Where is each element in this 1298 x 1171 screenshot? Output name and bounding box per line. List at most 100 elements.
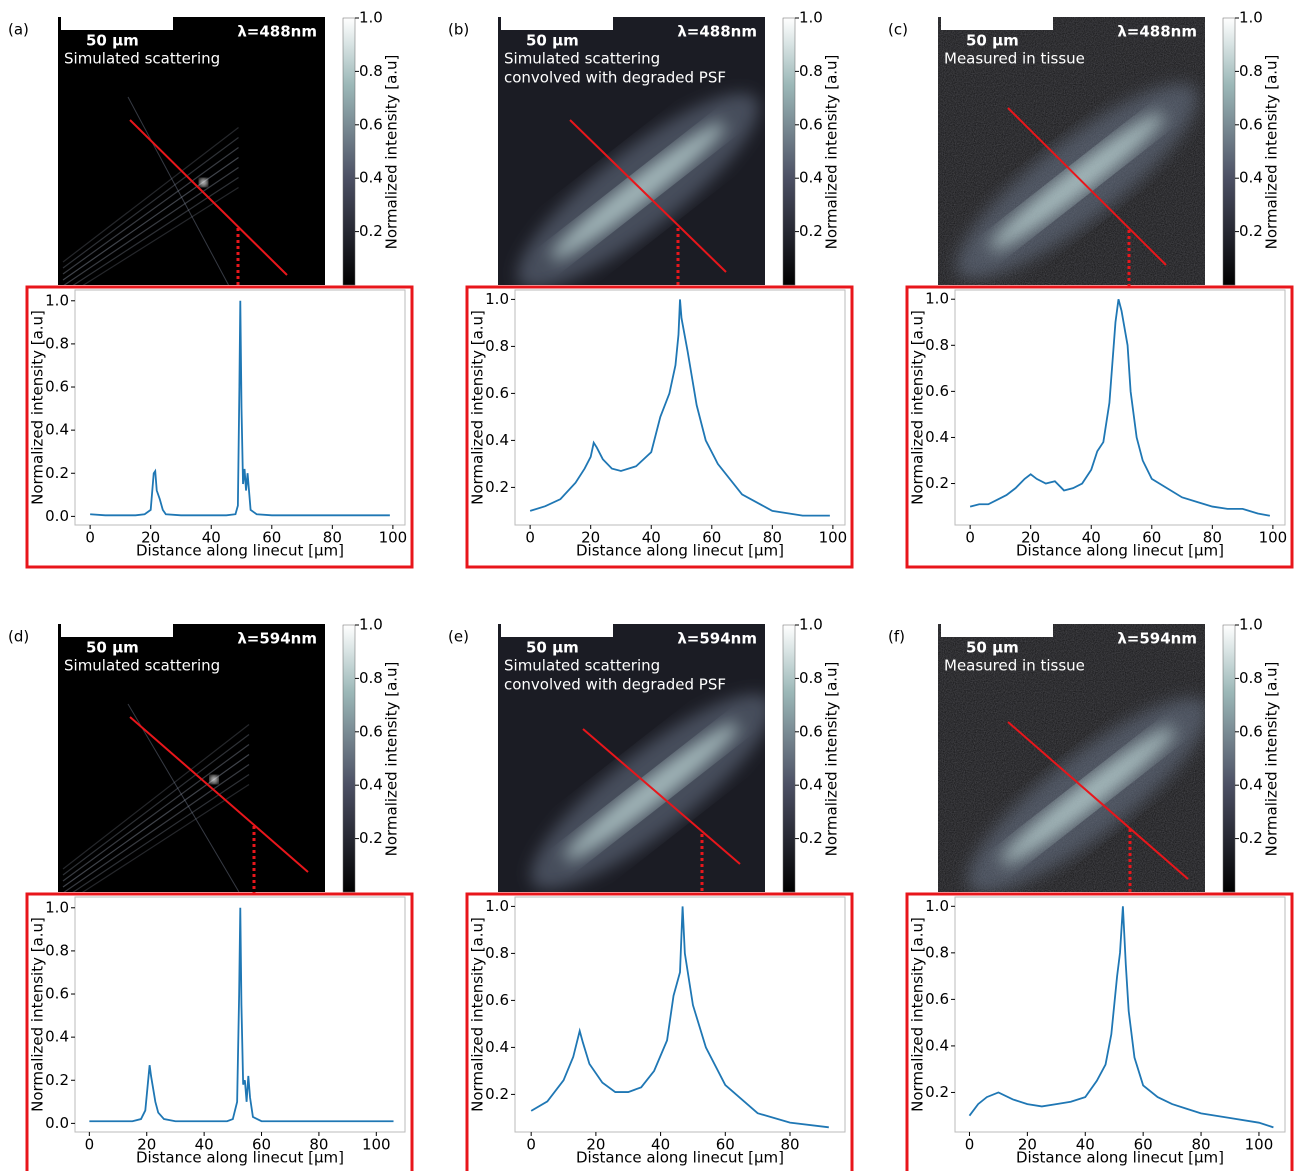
- y-axis-label: Normalized intensity [a.u]: [469, 917, 487, 1112]
- image: [498, 624, 765, 892]
- scale-bar-label: 50 µm: [526, 639, 579, 657]
- x-tick-label: 40: [1076, 1136, 1095, 1154]
- y-tick-label: 0.8: [45, 941, 69, 959]
- x-tick-label: 60: [716, 1136, 735, 1154]
- scale-bar-label: 50 µm: [966, 639, 1019, 657]
- scatter-glow: [989, 112, 1165, 251]
- colorbar-tick-label: 0.2: [799, 829, 823, 847]
- y-tick-label: 0.6: [45, 378, 69, 396]
- y-tick-label: 0.8: [485, 944, 509, 962]
- linecut: [582, 728, 741, 865]
- colorbar-tick-label: 0.4: [359, 776, 383, 794]
- y-tick-label: 0.8: [925, 336, 949, 354]
- annotation: convolved with degraded PSF: [504, 69, 726, 87]
- colorbar-tick-label: 0.2: [359, 829, 383, 847]
- x-tick-label: 40: [202, 529, 221, 547]
- scatter-streak: [127, 96, 229, 285]
- scatter-glow: [1000, 726, 1176, 865]
- linecut: [569, 119, 727, 273]
- wavelength: λ=594nm: [237, 630, 317, 648]
- image: [58, 17, 325, 285]
- scatter-streak: [62, 137, 239, 269]
- x-tick-label: 20: [1021, 529, 1040, 547]
- plot-frame: [74, 896, 406, 1133]
- x-tick-label: 60: [702, 529, 721, 547]
- x-tick-label: 20: [141, 529, 160, 547]
- colorbar-tick-label: 0.8: [799, 669, 823, 687]
- plot-frame: [954, 896, 1286, 1133]
- y-tick-label: 0.2: [45, 464, 69, 482]
- x-tick-label: 80: [1203, 529, 1222, 547]
- y-tick-label: 1.0: [925, 897, 949, 915]
- y-tick-label: 0.2: [45, 1071, 69, 1089]
- profile-line: [89, 907, 394, 1123]
- x-tick-label: 0: [85, 1136, 95, 1154]
- x-tick-label: 60: [1142, 529, 1161, 547]
- x-tick-label: 40: [642, 529, 661, 547]
- linecut: [1007, 721, 1189, 880]
- colorbar-label: Normalized intensity [a.u]: [823, 55, 841, 250]
- panel: (d) 50 µm λ=594nm Simulated scattering 0.2 0.…: [8, 616, 414, 1171]
- profile-line: [530, 906, 829, 1129]
- panel-label: (d): [8, 628, 29, 646]
- y-tick-label: 0.2: [485, 478, 509, 496]
- x-tick-label: 100: [819, 529, 848, 547]
- panel-label: (e): [448, 628, 469, 646]
- x-tick-label: 20: [137, 1136, 156, 1154]
- hot-spot: [199, 178, 208, 187]
- colorbar-tick-label: 0.6: [1239, 722, 1263, 740]
- scatter-streak: [62, 157, 239, 281]
- x-tick-label: 100: [379, 529, 408, 547]
- scatter-streak: [82, 186, 239, 285]
- x-tick-label: 80: [323, 529, 342, 547]
- colorbar-tick-label: 0.8: [1239, 62, 1263, 80]
- colorbar-tick-label: 1.0: [799, 616, 823, 634]
- linecut-frame: [905, 892, 1294, 1171]
- colorbar-tick-label: 1.0: [359, 9, 383, 27]
- x-axis-label: Distance along linecut [μm]: [576, 542, 784, 560]
- colorbar: [342, 17, 356, 286]
- scatter-glow: [564, 722, 739, 861]
- colorbar-tick-label: 1.0: [799, 9, 823, 27]
- y-tick-label: 0.2: [925, 474, 949, 492]
- x-tick-label: 80: [780, 1136, 799, 1154]
- panel-label: (f): [888, 628, 905, 646]
- colorbar-label: Normalized intensity [a.u]: [383, 662, 401, 857]
- plot-frame: [74, 289, 406, 526]
- colorbar-tick-label: 0.8: [359, 669, 383, 687]
- hot-spot: [210, 775, 218, 784]
- annotation: Measured in tissue: [944, 657, 1085, 675]
- y-tick-label: 1.0: [485, 897, 509, 915]
- x-tick-label: 0: [525, 529, 535, 547]
- colorbar-tick-label: 0.8: [1239, 669, 1263, 687]
- annotation: Simulated scattering: [64, 50, 220, 68]
- y-axis-label: Normalized intensity [a.u]: [469, 310, 487, 505]
- x-axis-label: Distance along linecut [μm]: [1016, 542, 1224, 560]
- y-tick-label: 0.4: [485, 1038, 509, 1056]
- annotation: convolved with degraded PSF: [504, 676, 726, 694]
- x-tick-label: 0: [85, 529, 95, 547]
- colorbar: [782, 17, 796, 286]
- plot-frame: [514, 289, 846, 526]
- scatter-streak: [127, 703, 240, 892]
- x-tick-label: 40: [195, 1136, 214, 1154]
- colorbar-label: Normalized intensity [a.u]: [823, 662, 841, 857]
- x-tick-label: 60: [262, 529, 281, 547]
- linecut-frame: [465, 285, 854, 569]
- y-tick-label: 0.0: [45, 1114, 69, 1132]
- plot-frame: [954, 289, 1286, 526]
- y-tick-label: 0.4: [45, 1028, 69, 1046]
- colorbar-label: Normalized intensity [a.u]: [1263, 55, 1281, 250]
- linecut: [129, 716, 309, 873]
- x-tick-label: 100: [1259, 529, 1288, 547]
- x-axis-label: Distance along linecut [μm]: [1016, 1149, 1224, 1167]
- plot-frame: [514, 896, 846, 1133]
- profile-line: [969, 298, 1271, 517]
- colorbar-tick-label: 0.8: [799, 62, 823, 80]
- colorbar-tick-label: 0.2: [799, 222, 823, 240]
- colorbar: [1222, 624, 1236, 893]
- scale-bar: [941, 17, 1053, 30]
- y-axis-label: Normalized intensity [a.u]: [29, 310, 47, 505]
- y-tick-label: 0.8: [925, 943, 949, 961]
- scatter-streak: [62, 734, 250, 876]
